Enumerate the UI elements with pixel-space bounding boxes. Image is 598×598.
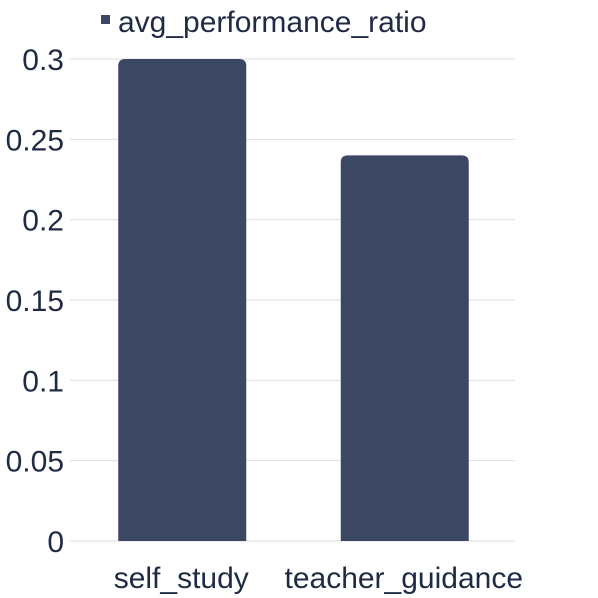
x-tick-label: self_study <box>114 562 249 595</box>
legend-entry: avg_performance_ratio <box>118 6 427 39</box>
y-tick-label: 0.15 <box>6 285 64 318</box>
bars <box>118 59 469 541</box>
x-tick-label: teacher_guidance <box>284 562 523 595</box>
y-tick-label: 0.1 <box>22 365 64 398</box>
legend-swatch <box>101 15 110 24</box>
y-tick-label: 0.25 <box>6 124 64 157</box>
x-axis: self_study teacher_guidance <box>114 562 523 595</box>
y-axis: 0 0.05 0.1 0.15 0.2 0.25 0.3 <box>6 44 64 559</box>
bar-self-study <box>118 59 247 541</box>
y-tick-label: 0 <box>47 526 64 559</box>
legend: avg_performance_ratio <box>101 6 427 39</box>
bar-teacher-guidance <box>340 155 469 541</box>
y-tick-label: 0.05 <box>6 446 64 479</box>
y-tick-label: 0.2 <box>22 205 64 238</box>
y-tick-label: 0.3 <box>22 44 64 77</box>
